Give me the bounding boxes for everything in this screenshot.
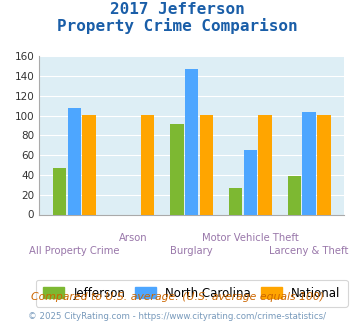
Text: Larceny & Theft: Larceny & Theft — [269, 246, 349, 256]
Bar — [317, 115, 331, 214]
Bar — [141, 115, 154, 214]
Text: Property Crime Comparison: Property Crime Comparison — [57, 18, 298, 34]
Bar — [170, 124, 184, 214]
Text: Arson: Arson — [119, 233, 147, 243]
Text: 2017 Jefferson: 2017 Jefferson — [110, 2, 245, 16]
Bar — [67, 108, 81, 214]
Bar — [200, 115, 213, 214]
Text: © 2025 CityRating.com - https://www.cityrating.com/crime-statistics/: © 2025 CityRating.com - https://www.city… — [28, 312, 327, 321]
Text: Compared to U.S. average. (U.S. average equals 100): Compared to U.S. average. (U.S. average … — [31, 292, 324, 302]
Bar — [288, 176, 301, 214]
Bar — [53, 168, 66, 214]
Bar — [244, 150, 257, 214]
Text: All Property Crime: All Property Crime — [29, 246, 120, 256]
Bar — [302, 112, 316, 214]
Bar — [229, 188, 242, 214]
Text: Burglary: Burglary — [170, 246, 213, 256]
Legend: Jefferson, North Carolina, National: Jefferson, North Carolina, National — [36, 280, 348, 307]
Bar — [82, 115, 96, 214]
Bar — [258, 115, 272, 214]
Text: Motor Vehicle Theft: Motor Vehicle Theft — [202, 233, 299, 243]
Bar — [185, 69, 198, 215]
